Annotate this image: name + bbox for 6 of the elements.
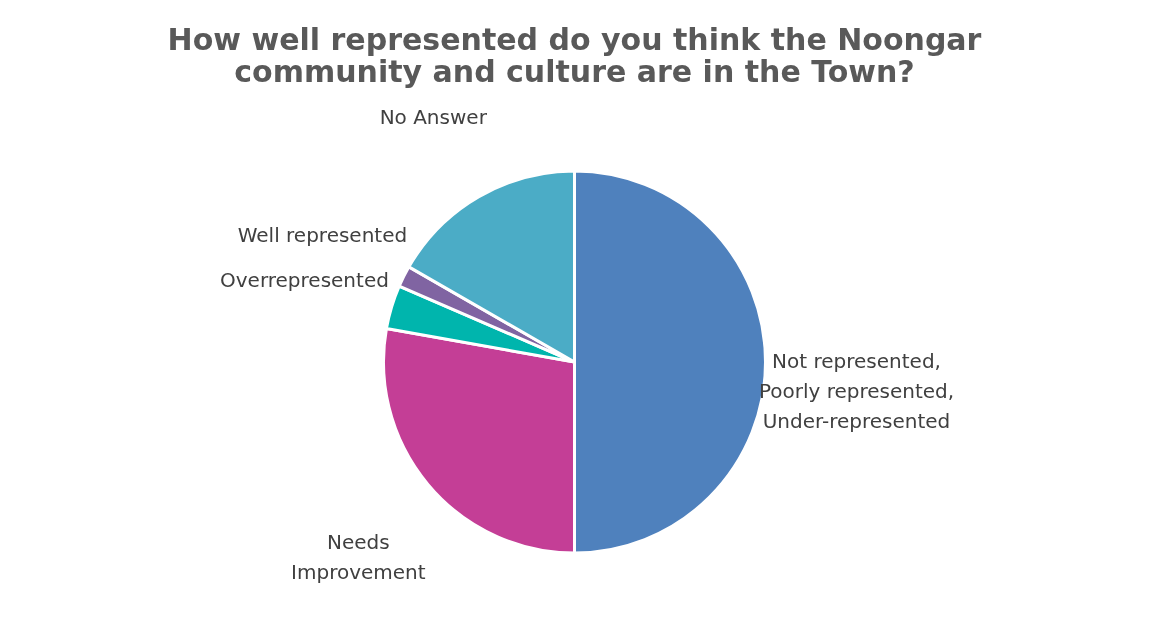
slice-label: Overrepresented <box>220 267 389 292</box>
slice-label: Well represented <box>237 222 408 247</box>
slice-label: No Answer <box>379 104 488 129</box>
slice-label: Needs Improvement <box>291 530 426 585</box>
slice-label: Not represented, Poorly represented, Under-represented <box>758 349 955 433</box>
text: How well represented do you think the Noongar <box>167 21 982 57</box>
